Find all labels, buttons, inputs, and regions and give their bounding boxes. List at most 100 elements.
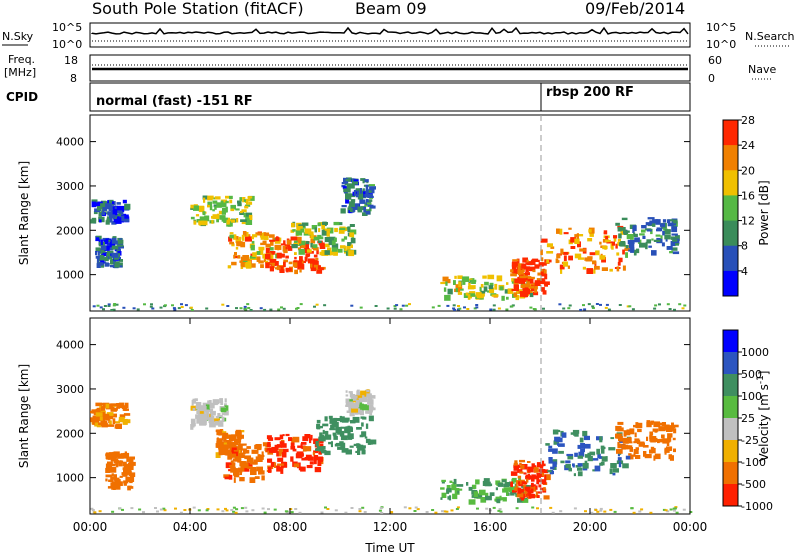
- data-cell: [190, 204, 194, 209]
- data-cell: [466, 308, 470, 310]
- data-cell: [592, 458, 599, 461]
- data-cell: [211, 219, 214, 224]
- data-cell: [539, 469, 546, 473]
- data-cell: [129, 480, 133, 484]
- data-cell: [283, 463, 288, 468]
- data-cell: [112, 418, 116, 425]
- data-cell: [295, 230, 303, 236]
- data-cell: [261, 454, 264, 460]
- data-cell: [361, 506, 365, 509]
- data-cell: [640, 508, 644, 511]
- data-cell: [476, 507, 479, 510]
- data-cell: [536, 278, 542, 281]
- data-cell: [107, 239, 111, 242]
- data-cell: [664, 509, 668, 512]
- data-cell: [171, 304, 174, 307]
- data-cell: [247, 196, 253, 199]
- x-tick-label: 12:00: [373, 520, 408, 534]
- data-cell: [492, 506, 496, 509]
- data-cell: [269, 247, 274, 251]
- data-cell: [250, 244, 255, 251]
- data-cell: [457, 291, 463, 295]
- data-cell: [234, 511, 238, 514]
- data-cell: [109, 420, 112, 425]
- data-cell: [347, 242, 352, 246]
- data-cell: [628, 453, 632, 456]
- data-cell: [528, 490, 532, 496]
- data-cell: [524, 491, 528, 495]
- data-cell: [645, 241, 648, 248]
- data-cell: [337, 248, 343, 253]
- data-cell: [674, 235, 680, 241]
- data-cell: [570, 237, 577, 243]
- data-cell: [195, 214, 200, 217]
- data-cell: [221, 210, 226, 215]
- data-cell: [599, 509, 603, 512]
- data-cell: [223, 442, 227, 445]
- data-cell: [110, 259, 114, 265]
- data-cell: [550, 466, 555, 470]
- data-cell: [111, 201, 115, 205]
- data-cell: [393, 305, 397, 308]
- data-cell: [266, 261, 274, 266]
- colorbar-tick-label: -1000: [741, 500, 773, 513]
- data-cell: [567, 455, 574, 460]
- data-cell: [616, 427, 624, 432]
- data-cell: [356, 390, 360, 396]
- data-cell: [613, 235, 618, 239]
- data-cell: [519, 471, 524, 474]
- data-cell: [324, 243, 330, 248]
- data-cell: [117, 210, 123, 213]
- data-cell: [90, 219, 97, 224]
- data-cell: [509, 481, 511, 487]
- data-cell: [634, 237, 640, 243]
- data-cell: [277, 308, 281, 311]
- nsky-tick-top: 10^5: [52, 21, 82, 34]
- data-cell: [280, 443, 287, 448]
- data-cell: [618, 461, 622, 468]
- data-cell: [468, 282, 471, 286]
- data-cell: [531, 259, 536, 265]
- data-cell: [390, 511, 394, 514]
- data-cell: [523, 283, 529, 288]
- data-cell: [310, 239, 316, 244]
- data-cell: [239, 444, 242, 450]
- data-cell: [92, 422, 95, 425]
- data-cell: [342, 186, 349, 190]
- data-cell: [328, 236, 336, 243]
- data-cell: [100, 257, 106, 261]
- data-cell: [653, 239, 661, 242]
- data-cell: [205, 409, 209, 414]
- data-cell: [514, 271, 517, 277]
- data-cell: [484, 281, 489, 286]
- data-cell: [454, 275, 457, 279]
- data-cell: [105, 478, 108, 482]
- data-cell: [234, 236, 239, 240]
- data-cell: [545, 443, 550, 446]
- data-cell: [668, 454, 672, 460]
- data-cell: [245, 449, 250, 454]
- data-cell: [459, 288, 464, 291]
- data-cell: [335, 426, 342, 433]
- data-cell: [240, 462, 247, 468]
- data-cell: [667, 222, 674, 227]
- data-cell: [298, 249, 305, 255]
- data-cell: [225, 450, 230, 456]
- data-cell: [337, 432, 343, 435]
- data-cell: [352, 416, 360, 423]
- data-cell: [274, 239, 281, 244]
- data-cell: [355, 410, 358, 415]
- data-cell: [489, 287, 495, 294]
- nsky-trace: [91, 26, 689, 35]
- data-cell: [379, 507, 383, 510]
- data-cell: [578, 451, 585, 457]
- data-cell: [213, 418, 220, 423]
- data-cell: [108, 470, 113, 473]
- data-cell: [111, 245, 119, 250]
- data-cell: [355, 189, 363, 196]
- data-cell: [119, 414, 126, 418]
- data-cell: [202, 403, 206, 407]
- data-cell: [299, 256, 303, 262]
- data-cell: [270, 240, 274, 246]
- data-cell: [548, 448, 556, 452]
